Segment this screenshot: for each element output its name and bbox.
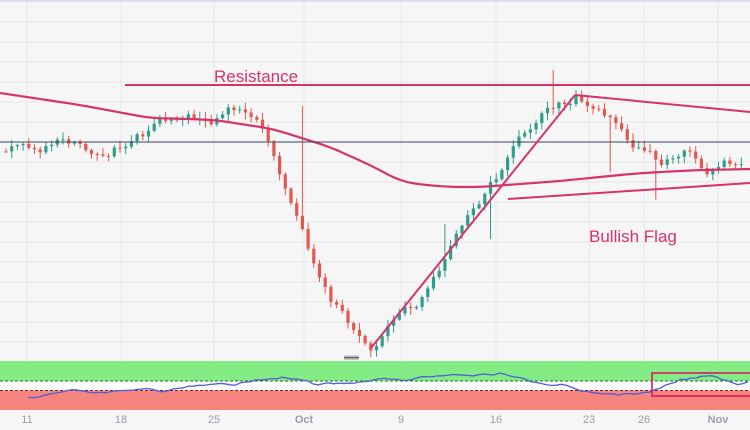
svg-text:18: 18 (115, 414, 127, 426)
svg-text:Oct: Oct (295, 414, 314, 426)
svg-text:Resistance: Resistance (214, 67, 298, 86)
svg-text:26: 26 (638, 414, 650, 426)
svg-text:23: 23 (583, 414, 595, 426)
svg-text:16: 16 (490, 414, 502, 426)
svg-text:Bullish Flag: Bullish Flag (589, 227, 677, 246)
svg-text:25: 25 (208, 414, 220, 426)
svg-text:11: 11 (21, 414, 32, 426)
svg-text:9: 9 (398, 414, 404, 426)
svg-text:Nov: Nov (708, 414, 730, 426)
